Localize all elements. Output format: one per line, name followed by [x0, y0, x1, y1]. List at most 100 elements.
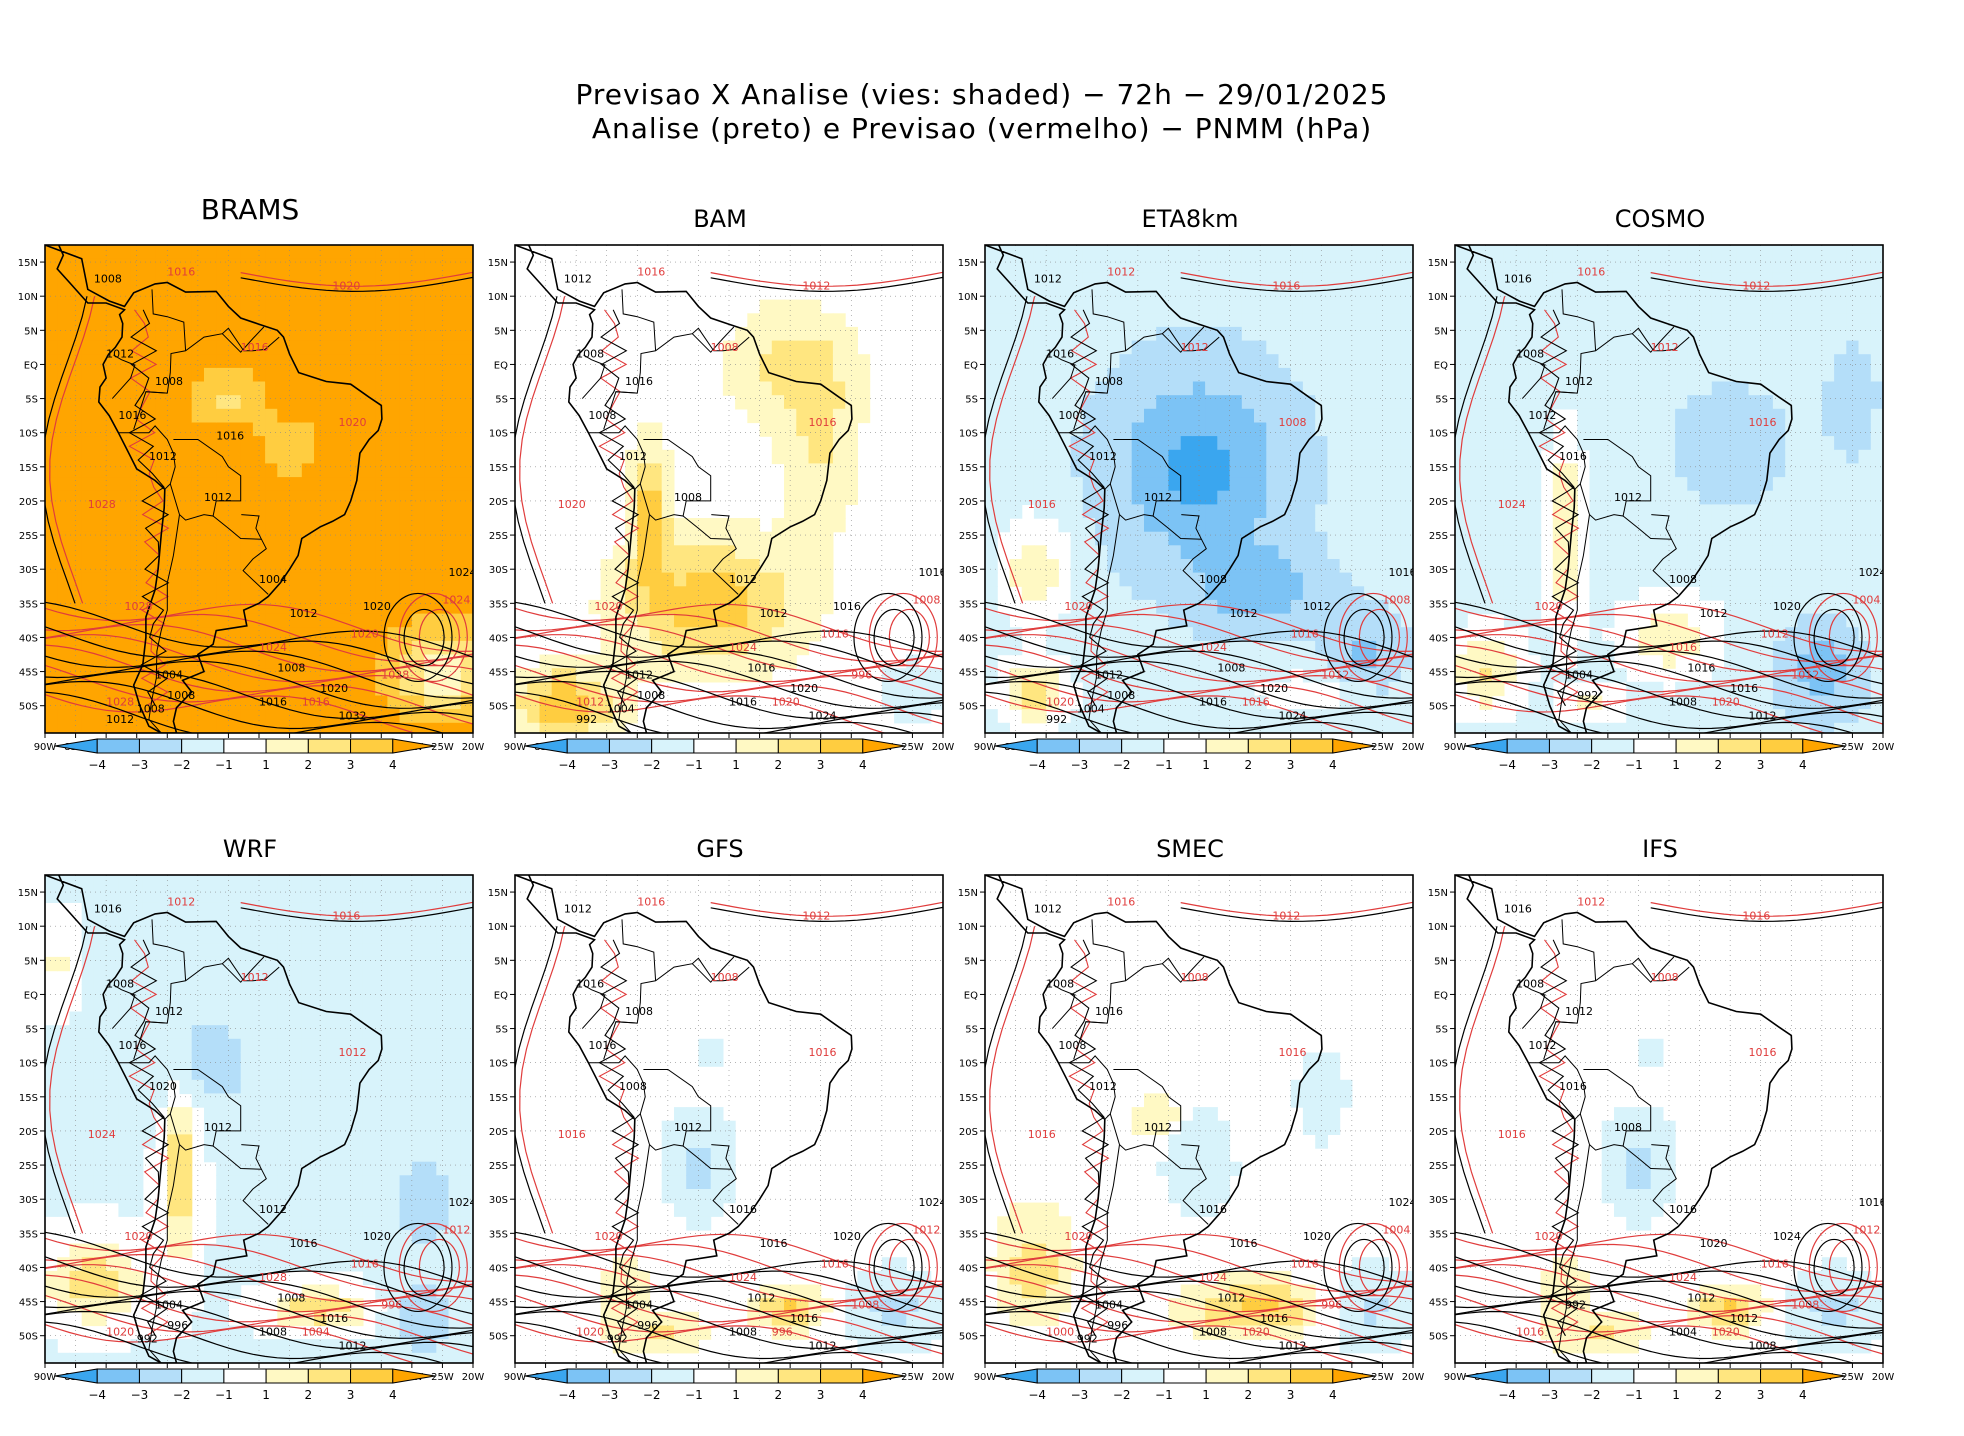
- analysis-contour-label: 1008: [167, 689, 195, 702]
- colorbar-label: 4: [389, 1388, 397, 1402]
- isobar-contour: [1455, 1264, 1883, 1313]
- colorbar-label: 2: [775, 758, 783, 772]
- country-border: [1182, 538, 1209, 595]
- model-panel-brams: BRAMS 1008 1012 1008 1016 1012 1012 1004 1008 101…: [5, 185, 495, 785]
- colorbar-segment: [1121, 1368, 1165, 1384]
- bias-map: 1016 1008 1012 1016 1020 1012 1012 1008 1016 1020…: [18, 874, 484, 1383]
- analysis-contour-label: 1012: [1230, 607, 1258, 620]
- country-border: [603, 1021, 638, 1060]
- country-border: [588, 425, 646, 490]
- high-pressure-contour: [383, 1222, 453, 1313]
- country-border: [212, 1144, 263, 1170]
- colorbar-label: −2: [1113, 758, 1131, 772]
- lat-label: 40S: [1429, 1263, 1448, 1274]
- isobar-contour: [1455, 626, 1883, 685]
- country-border: [151, 919, 187, 981]
- country-border: [691, 956, 735, 983]
- analysis-contour-label: 1008: [1516, 348, 1544, 361]
- lat-label: 5S: [25, 395, 38, 406]
- colorbar-label: −1: [215, 1388, 233, 1402]
- lat-label: 40S: [1429, 633, 1448, 644]
- lat-label: 25S: [1429, 531, 1448, 542]
- lon-label: 20W: [1872, 742, 1895, 753]
- lat-label: 25S: [19, 531, 38, 542]
- isobar-contour: [45, 1233, 473, 1283]
- lon-label: 25W: [1841, 1372, 1864, 1383]
- colorbar-arrow-left: [54, 1368, 98, 1384]
- isobar-contour: [1459, 926, 1506, 1234]
- country-border: [1579, 439, 1652, 521]
- forecast-contour-label: 1008: [912, 593, 940, 606]
- analysis-contour-label: 1008: [277, 1292, 305, 1305]
- analysis-contour-label: 1008: [1199, 573, 1227, 586]
- isobar-contour: [1455, 926, 1498, 1234]
- lat-label: EQ: [494, 990, 508, 1001]
- analysis-contour-label: 1024: [449, 566, 477, 579]
- isobar-contour: [1068, 309, 1110, 706]
- forecast-contour-label: 1008: [711, 971, 739, 984]
- isobar-contour: [49, 296, 96, 604]
- model-panel-ifs: IFS 1016 1008 1012 1012 1016 1008 1016 1012 1020 1…: [1415, 815, 1905, 1415]
- lat-label: 50S: [19, 702, 38, 713]
- isobar-contour: [1455, 1231, 1883, 1288]
- lat-label: 10N: [958, 922, 978, 933]
- isobar-contour: [1455, 1294, 1883, 1355]
- lon-label: 90W: [1444, 1372, 1467, 1383]
- analysis-contour-label: 1008: [94, 273, 122, 286]
- country-border: [1161, 956, 1205, 983]
- forecast-contour-label: 1020: [558, 498, 586, 511]
- lat-label: EQ: [24, 360, 38, 371]
- analysis-contour-label: 996: [637, 1319, 658, 1332]
- lat-label: 50S: [959, 702, 978, 713]
- forecast-contour-label: 1028: [259, 1271, 287, 1284]
- analysis-contours: [985, 276, 1413, 733]
- forecast-contour-label: 1016: [351, 1257, 379, 1270]
- forecast-contour-label: 1024: [1199, 1271, 1227, 1284]
- coastline: [515, 875, 853, 1363]
- forecast-contour-label: 1000: [1046, 1326, 1074, 1339]
- colorbar-segment: [566, 738, 610, 754]
- map-content: 1012 1008 1016 1008 1012 1008 1012 1016 1012 1016…: [515, 245, 943, 733]
- lat-label: 15S: [489, 463, 508, 474]
- high-pressure-contour: [398, 592, 468, 683]
- analysis-contour-label: 1012: [1565, 375, 1593, 388]
- analysis-contour-label: 1008: [619, 1080, 647, 1093]
- analysis-contour-label: 1008: [588, 409, 616, 422]
- lat-label: 35S: [19, 1229, 38, 1240]
- colorbar-segment: [1675, 1368, 1719, 1384]
- forecast-contour-label: 1012: [912, 1223, 940, 1236]
- isobar-contour: [45, 1256, 473, 1315]
- isobar-contour: [985, 670, 1413, 720]
- lat-label: 5N: [494, 326, 508, 337]
- lon-label: 90W: [974, 742, 997, 753]
- high-pressure-contour: [873, 1238, 915, 1297]
- bias-shading: [45, 875, 473, 1363]
- colorbar-segment: [1506, 738, 1550, 754]
- lat-label: 5N: [1434, 326, 1448, 337]
- forecast-contour-label: 1012: [1577, 896, 1605, 909]
- colorbar-arrow-right: [1802, 738, 1846, 754]
- lon-label: 25W: [901, 742, 924, 753]
- country-border: [639, 1069, 712, 1151]
- panel-title: COSMO: [1614, 205, 1706, 233]
- forecast-contour-label: 1020: [124, 1230, 152, 1243]
- colorbar-label: 3: [347, 1388, 355, 1402]
- isobar-contour: [240, 901, 473, 917]
- lat-label: 5S: [965, 395, 978, 406]
- colorbar-segment: [1717, 738, 1762, 754]
- colorbar-segment: [777, 1368, 822, 1384]
- colorbar-segment: [1036, 738, 1080, 754]
- isobar-contour: [240, 906, 473, 923]
- colorbar-segment: [1591, 738, 1635, 754]
- colorbar-segment: [1290, 1368, 1334, 1384]
- forecast-contour-label: 1012: [1181, 341, 1209, 354]
- colorbar-segment: [181, 738, 225, 754]
- colorbar-segment: [1121, 738, 1165, 754]
- analysis-contour-label: 1024: [1389, 1196, 1417, 1209]
- colorbar-segment: [1247, 738, 1292, 754]
- isobar-contour: [598, 309, 640, 706]
- lat-label: 50S: [1429, 1332, 1448, 1343]
- colorbar-label: −3: [131, 758, 149, 772]
- forecast-contour-label: 1016: [821, 1257, 849, 1270]
- forecast-contour-label: 1004: [1382, 1223, 1410, 1236]
